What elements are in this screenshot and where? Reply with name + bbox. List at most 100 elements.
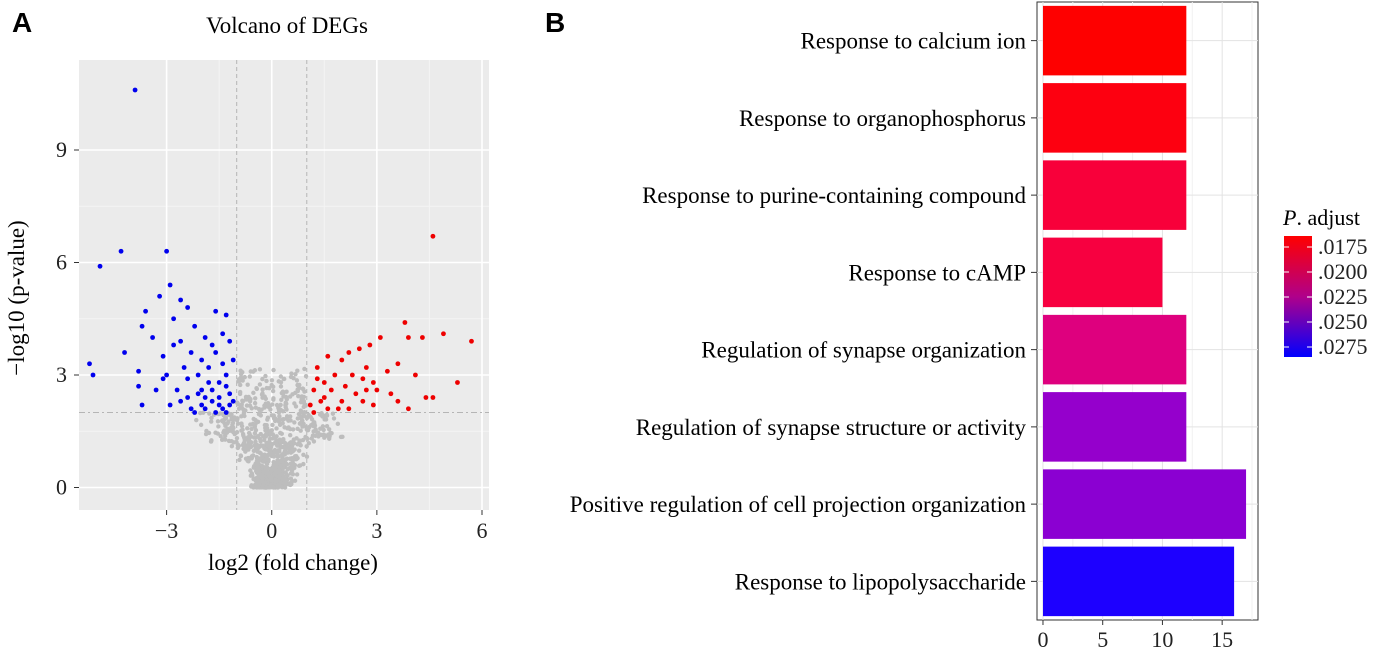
volcano-ns-point [288, 482, 293, 488]
volcano-ns-point [304, 454, 310, 459]
volcano-ns-point [340, 434, 345, 440]
volcano-ns-point [255, 449, 260, 454]
volcano-ns-point [327, 433, 332, 438]
volcano-ns-point [304, 444, 309, 449]
bar-category-label: Response to lipopolysaccharide [735, 569, 1026, 594]
volcano-ns-point [251, 476, 256, 482]
volcano-ns-point [276, 478, 281, 483]
volcano-point-up [339, 357, 345, 363]
bar [1042, 160, 1187, 230]
volcano-ns-point [270, 402, 275, 407]
volcano-ns-point [216, 424, 221, 429]
volcano-ns-point [261, 459, 267, 464]
volcano-ns-point [295, 426, 300, 432]
volcano-ns-point [299, 396, 304, 402]
volcano-ns-point [260, 391, 265, 396]
volcano-point-down [185, 305, 191, 310]
volcano-x-tick-label: 6 [476, 518, 487, 543]
volcano-ns-point [294, 378, 300, 383]
volcano-ns-point [238, 382, 243, 388]
volcano-point-down [136, 368, 141, 374]
volcano-ns-point [282, 425, 287, 430]
volcano-ns-point [279, 397, 284, 402]
volcano-point-down [188, 406, 194, 412]
volcano-ns-point [287, 426, 293, 432]
volcano-ns-point [234, 435, 240, 441]
volcano-ns-point [326, 427, 332, 432]
volcano-ns-point [289, 371, 294, 376]
volcano-ns-point [198, 422, 204, 428]
legend-title-italic: P [1282, 205, 1296, 230]
volcano-point-down [209, 342, 215, 348]
legend-tick-label: .0200 [1318, 259, 1368, 284]
volcano-ns-point [229, 425, 234, 430]
volcano-ns-point [322, 435, 327, 440]
volcano-ns-point [279, 431, 284, 436]
volcano-point-up [349, 372, 355, 378]
volcano-point-down [223, 312, 229, 318]
volcano-point-up [328, 387, 334, 393]
volcano-ns-point [253, 439, 258, 444]
volcano-point-up [346, 350, 352, 355]
volcano-plot-panel [79, 60, 489, 510]
volcano-point-down [213, 410, 219, 415]
volcano-ns-point [292, 420, 297, 425]
volcano-point-down [209, 387, 215, 393]
volcano-ns-point [253, 405, 259, 410]
volcano-ns-point [264, 440, 269, 446]
volcano-ns-point [268, 448, 273, 453]
volcano-ns-point [238, 453, 243, 458]
volcano-point-up [318, 398, 324, 404]
volcano-point-up [469, 338, 474, 344]
volcano-point-up [325, 406, 331, 412]
volcano-y-axis-label: −log10 (p-value) [4, 220, 29, 375]
volcano-ns-point [265, 415, 271, 420]
volcano-ns-point [278, 380, 284, 385]
volcano-ns-point [263, 373, 268, 379]
volcano-ns-point [335, 421, 341, 427]
volcano-ns-point [301, 404, 306, 410]
volcano-ns-point [248, 455, 253, 461]
volcano-point-up [314, 365, 320, 370]
bar-category-label: Response to calcium ion [801, 29, 1027, 54]
volcano-ns-point [237, 389, 243, 395]
volcano-point-down [122, 350, 127, 355]
volcano-point-down [223, 372, 229, 378]
volcano-ns-point [235, 421, 241, 426]
volcano-ns-point [263, 428, 268, 433]
volcano-point-down [209, 398, 215, 404]
volcano-y-tick-label: 6 [56, 250, 67, 275]
volcano-point-down [178, 297, 184, 303]
volcano-ns-point [310, 433, 316, 438]
volcano-point-down [213, 350, 219, 355]
volcano-ns-point [280, 472, 285, 478]
volcano-ns-point [251, 485, 256, 490]
bar [1042, 5, 1187, 76]
volcano-ns-point [258, 456, 263, 461]
volcano-ns-point [257, 367, 263, 372]
volcano-point-up [455, 380, 460, 385]
volcano-ns-point [259, 407, 264, 412]
volcano-point-down [199, 357, 205, 363]
volcano-point-down [202, 335, 208, 340]
volcano-ns-point [215, 431, 221, 436]
volcano-ns-point [298, 408, 304, 413]
volcano-ns-point [287, 441, 292, 446]
volcano-ns-point [282, 440, 288, 446]
legend-title: P. adjust [1282, 205, 1360, 230]
bar-x-tick-label: 0 [1037, 627, 1048, 652]
bar [1042, 546, 1235, 617]
panel-a-label: A [12, 7, 32, 38]
volcano-ns-point [288, 456, 293, 462]
volcano-ns-point [280, 459, 285, 464]
volcano-ns-point [246, 394, 251, 400]
volcano-point-up [321, 380, 327, 385]
volcano-ns-point [311, 439, 317, 444]
volcano-point-up [311, 410, 317, 415]
volcano-ns-point [242, 413, 247, 419]
volcano-point-down [192, 323, 198, 329]
volcano-ns-point [266, 472, 271, 478]
volcano-point-down [227, 391, 233, 397]
volcano-point-up [370, 402, 376, 408]
volcano-ns-point [279, 444, 284, 450]
